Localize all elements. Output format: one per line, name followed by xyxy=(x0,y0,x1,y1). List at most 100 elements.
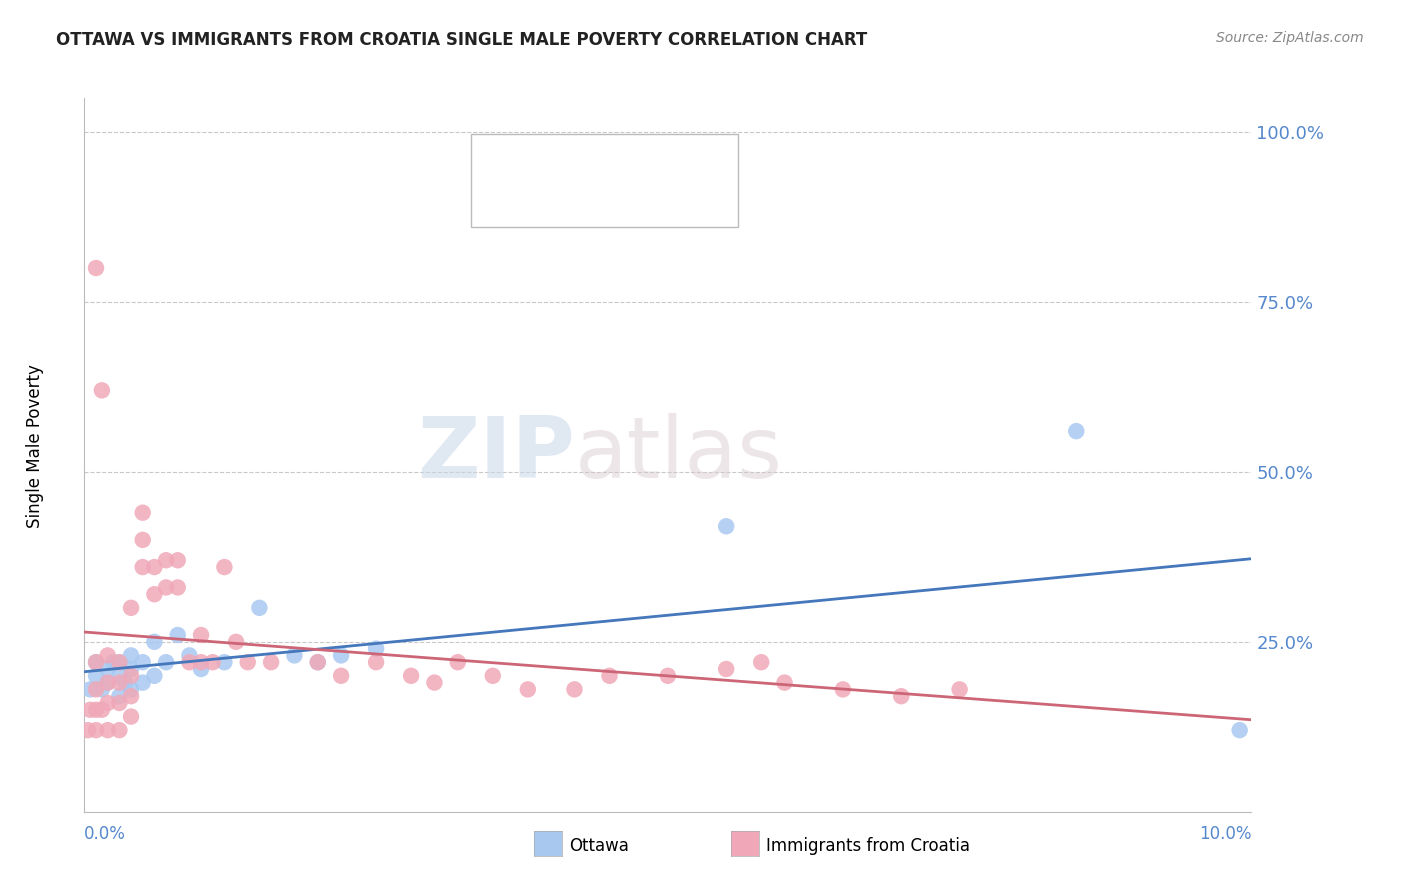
Point xyxy=(166,628,188,642)
Point xyxy=(108,655,131,669)
Point xyxy=(773,675,796,690)
Point xyxy=(143,587,166,601)
Point xyxy=(247,600,270,615)
Point xyxy=(1066,424,1088,438)
Text: ZIP: ZIP xyxy=(416,413,575,497)
Text: N =: N = xyxy=(634,152,673,169)
Point xyxy=(714,519,737,533)
Point xyxy=(214,560,236,574)
Point xyxy=(307,655,329,669)
Point xyxy=(103,655,125,669)
Point xyxy=(84,723,107,738)
Point xyxy=(108,696,131,710)
Point xyxy=(97,662,120,676)
Text: 0.406: 0.406 xyxy=(571,152,627,169)
Point xyxy=(108,689,131,703)
Point xyxy=(166,553,188,567)
Point xyxy=(179,648,201,663)
Point xyxy=(132,533,155,547)
Point xyxy=(132,675,155,690)
Point xyxy=(155,553,177,567)
Point xyxy=(108,669,131,683)
Point xyxy=(108,675,131,690)
Point xyxy=(97,723,120,738)
Point xyxy=(481,669,505,683)
Point xyxy=(890,689,912,703)
Point xyxy=(84,655,107,669)
Point xyxy=(260,655,283,669)
Point xyxy=(143,560,166,574)
Point xyxy=(84,703,107,717)
Point xyxy=(330,669,353,683)
Text: 31: 31 xyxy=(669,152,695,169)
Point xyxy=(97,696,120,710)
Text: Single Male Poverty: Single Male Poverty xyxy=(27,364,44,528)
Text: Ottawa: Ottawa xyxy=(569,837,630,855)
Text: 53: 53 xyxy=(669,192,695,210)
Point xyxy=(79,703,101,717)
Point xyxy=(120,669,142,683)
Text: 0.115: 0.115 xyxy=(571,192,627,210)
Point xyxy=(90,384,112,398)
Point xyxy=(516,682,538,697)
Point xyxy=(166,581,188,595)
Point xyxy=(714,662,737,676)
Point xyxy=(108,655,131,669)
Point xyxy=(423,675,446,690)
Point xyxy=(108,723,131,738)
Point xyxy=(120,709,142,723)
Point xyxy=(749,655,772,669)
Point xyxy=(120,689,142,703)
Point xyxy=(120,648,142,663)
Point xyxy=(90,682,112,697)
Point xyxy=(132,560,155,574)
Point xyxy=(307,655,329,669)
Text: Immigrants from Croatia: Immigrants from Croatia xyxy=(766,837,970,855)
Point xyxy=(190,662,212,676)
Point xyxy=(84,682,107,697)
Point xyxy=(366,641,388,656)
Text: R =: R = xyxy=(529,192,574,210)
Point xyxy=(214,655,236,669)
Point xyxy=(143,669,166,683)
Text: OTTAWA VS IMMIGRANTS FROM CROATIA SINGLE MALE POVERTY CORRELATION CHART: OTTAWA VS IMMIGRANTS FROM CROATIA SINGLE… xyxy=(56,31,868,49)
Point xyxy=(84,669,107,683)
Point xyxy=(179,655,201,669)
Point xyxy=(143,635,166,649)
Point xyxy=(84,260,107,275)
Point xyxy=(657,669,679,683)
Point xyxy=(599,669,621,683)
Point xyxy=(120,682,142,697)
Point xyxy=(84,655,107,669)
Point xyxy=(832,682,855,697)
Text: R =: R = xyxy=(529,152,568,169)
Point xyxy=(155,655,177,669)
Point xyxy=(366,655,388,669)
Point xyxy=(948,682,970,697)
Point xyxy=(236,655,259,669)
Point xyxy=(76,723,98,738)
Text: Source: ZipAtlas.com: Source: ZipAtlas.com xyxy=(1216,31,1364,45)
Point xyxy=(97,675,120,690)
Point xyxy=(564,682,586,697)
Text: atlas: atlas xyxy=(575,413,783,497)
Point xyxy=(283,648,305,663)
Point xyxy=(201,655,224,669)
Point xyxy=(120,662,142,676)
Text: N =: N = xyxy=(634,192,673,210)
Point xyxy=(1229,723,1251,738)
Point xyxy=(120,600,142,615)
Point xyxy=(447,655,470,669)
Point xyxy=(190,628,212,642)
Point xyxy=(79,682,101,697)
Point xyxy=(190,655,212,669)
Point xyxy=(132,655,155,669)
Point xyxy=(90,703,112,717)
Text: 0.0%: 0.0% xyxy=(84,825,127,843)
Point xyxy=(97,648,120,663)
Point xyxy=(330,648,353,663)
Point xyxy=(132,506,155,520)
Point xyxy=(225,635,247,649)
Point xyxy=(114,675,136,690)
Text: 10.0%: 10.0% xyxy=(1199,825,1251,843)
